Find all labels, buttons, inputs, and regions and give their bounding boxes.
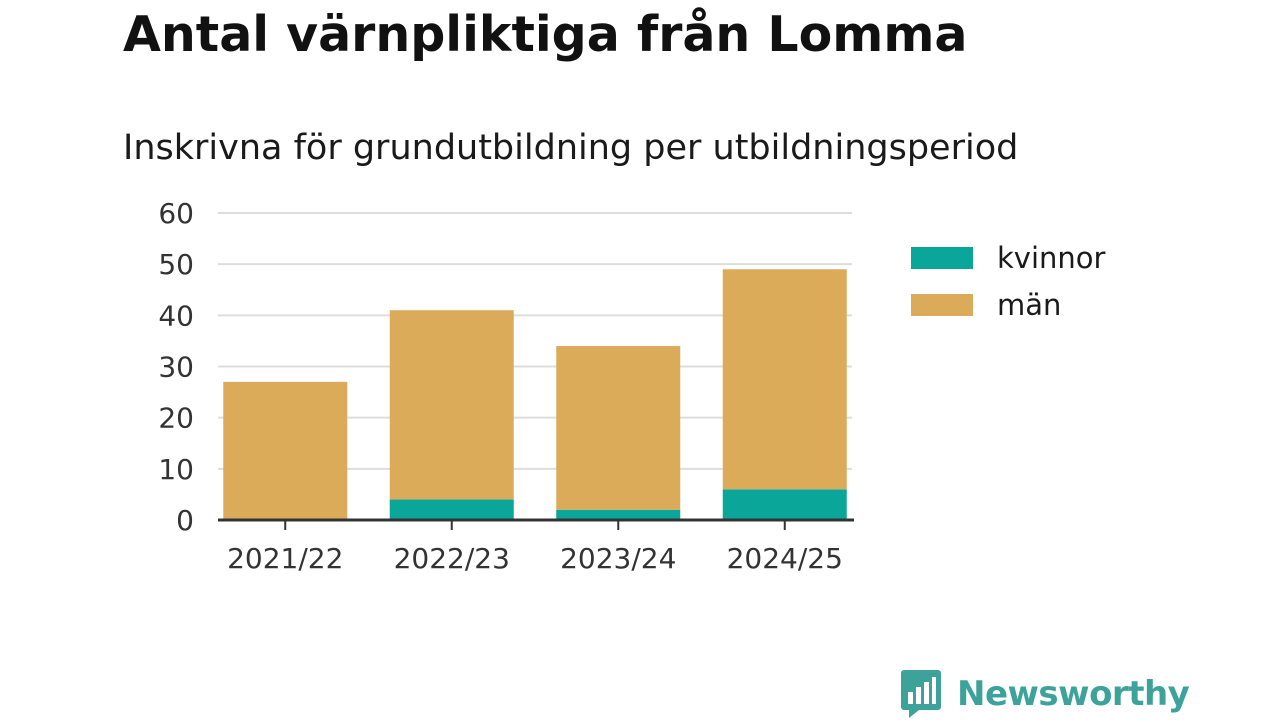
chart-legend: kvinnor män	[911, 240, 1105, 334]
x-tick-label-2: 2023/24	[560, 542, 676, 575]
newsworthy-logo: Newsworthy	[901, 670, 1190, 718]
y-tick-label-60: 60	[158, 197, 194, 230]
y-tick-label-30: 30	[158, 351, 194, 384]
legend-item-man: män	[911, 287, 1105, 323]
bar-kvinnor-3	[722, 489, 847, 520]
legend-label-kvinnor: kvinnor	[997, 241, 1106, 275]
x-tick-label-3: 2024/25	[727, 542, 843, 575]
bar-kvinnor-1	[389, 499, 514, 520]
bar-man-2	[556, 346, 681, 510]
bar-kvinnor-2	[556, 509, 681, 520]
legend-swatch-kvinnor	[911, 247, 973, 269]
y-tick-label-50: 50	[158, 248, 194, 281]
legend-item-kvinnor: kvinnor	[911, 240, 1105, 276]
legend-swatch-man	[911, 294, 973, 316]
y-tick-label-0: 0	[176, 504, 194, 537]
chart-subtitle: Inskrivna för grundutbildning per utbild…	[123, 128, 1019, 168]
bar-man-3	[722, 269, 847, 490]
bar-man-0	[223, 381, 348, 520]
bar-man-1	[389, 310, 514, 500]
y-tick-label-10: 10	[158, 453, 194, 486]
bar-chart-speech-bubble-icon	[901, 670, 941, 718]
x-tick-label-1: 2022/23	[394, 542, 510, 575]
x-tick-label-0: 2021/22	[227, 542, 343, 575]
brand-name: Newsworthy	[957, 674, 1190, 714]
y-tick-label-40: 40	[158, 299, 194, 332]
chart-title: Antal värnpliktiga från Lomma	[123, 6, 968, 63]
legend-label-man: män	[997, 288, 1062, 322]
y-tick-label-20: 20	[158, 402, 194, 435]
